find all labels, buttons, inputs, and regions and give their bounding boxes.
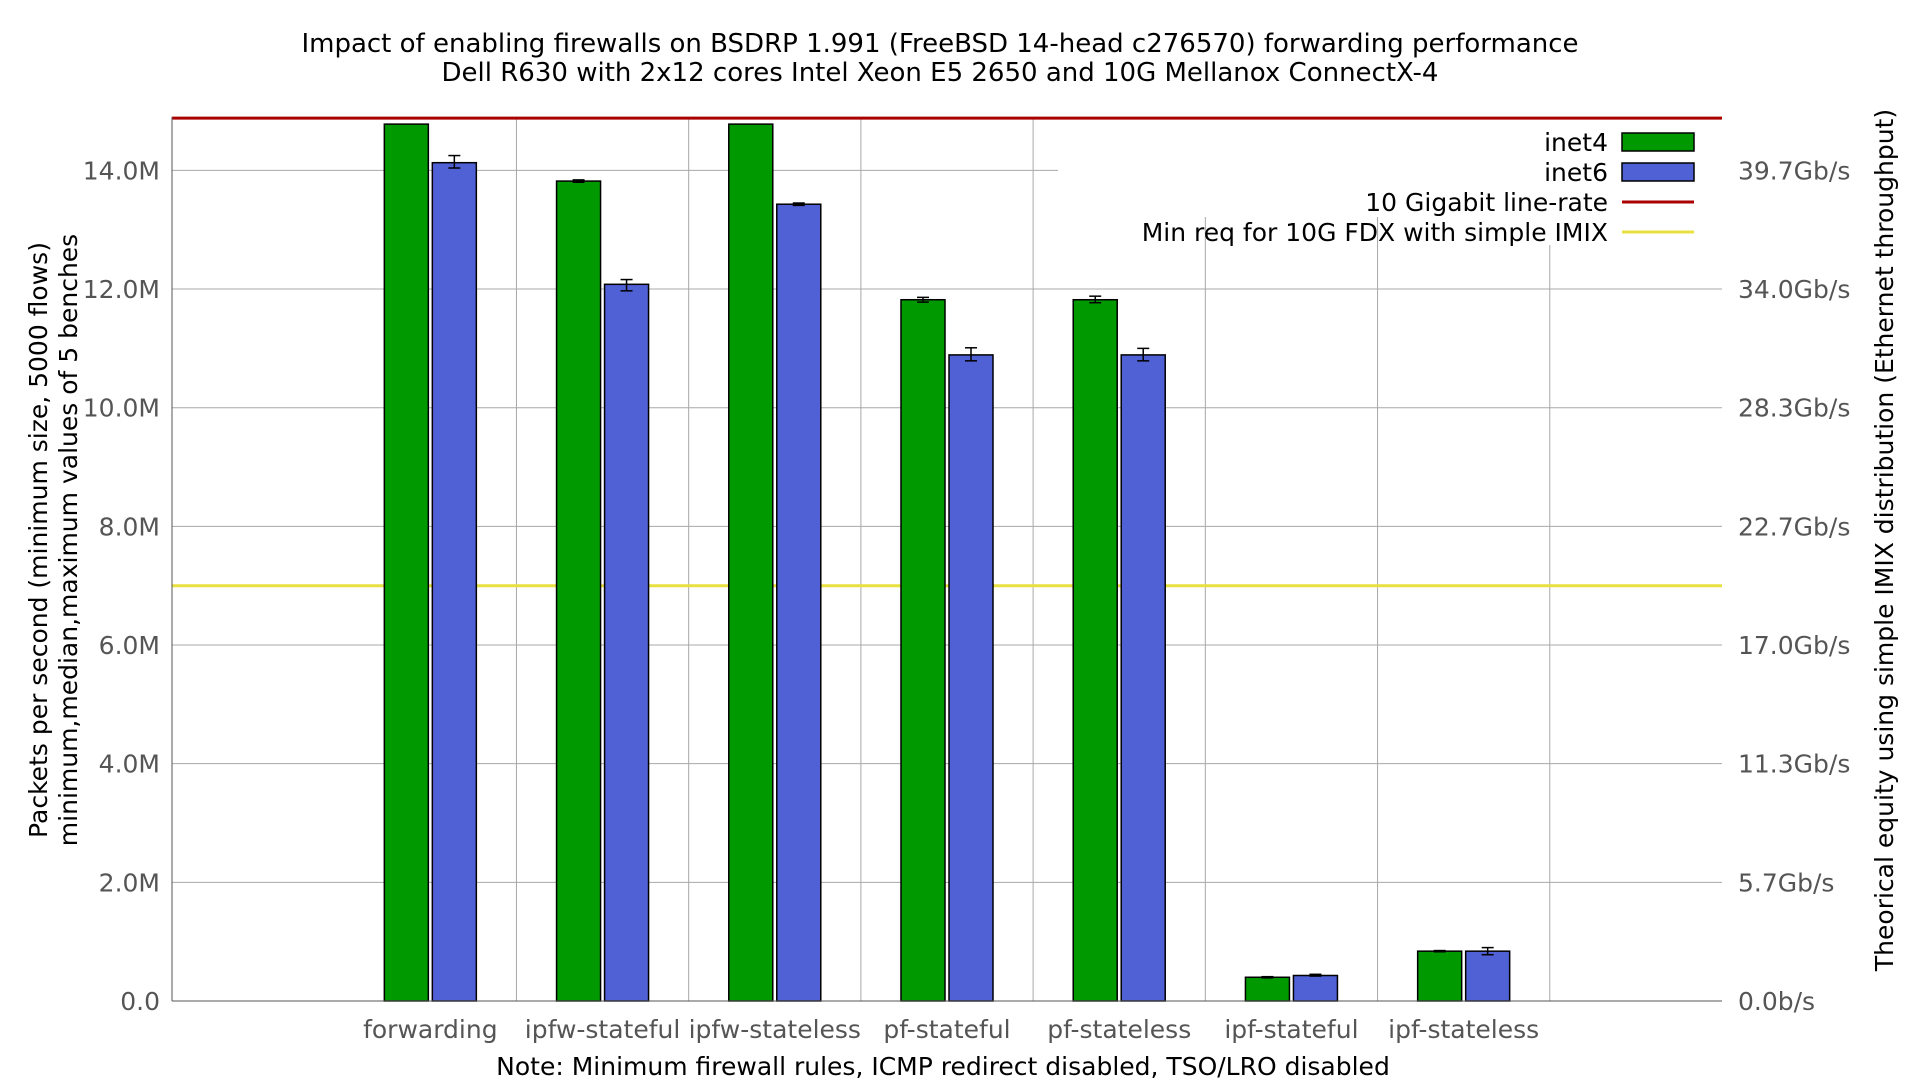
bar [383, 123, 430, 1002]
bar [1464, 950, 1511, 1002]
x-tick-label: ipfw-stateful [525, 1015, 681, 1044]
legend-label: 10 Gigabit line-rate [1365, 188, 1608, 217]
bar [1244, 976, 1291, 1002]
y-tick-label: 10.0M [83, 394, 160, 423]
legend-label: inet6 [1544, 158, 1608, 187]
bar [1072, 298, 1118, 1002]
bar [1292, 974, 1339, 1002]
y2-tick-label: 5.7Gb/s [1738, 868, 1834, 897]
x-tick-label: ipf-stateful [1224, 1015, 1358, 1044]
bar [776, 203, 822, 1002]
y-tick-label: 8.0M [99, 512, 160, 541]
y-tick-label: 2.0M [99, 868, 160, 897]
bar [948, 354, 994, 1002]
bar [603, 283, 650, 1002]
x-tick-label: ipf-stateless [1388, 1015, 1539, 1044]
x-tick-label: forwarding [363, 1015, 498, 1044]
y2-tick-label: 28.3Gb/s [1738, 394, 1850, 423]
y-tick-label: 14.0M [83, 156, 160, 185]
y2-tick-label: 17.0Gb/s [1738, 631, 1850, 660]
y2-tick-label: 39.7Gb/s [1738, 156, 1850, 185]
bar [555, 180, 602, 1002]
bar [431, 161, 478, 1002]
x-axis-note: Note: Minimum firewall rules, ICMP redir… [496, 1052, 1390, 1080]
y2-tick-label: 22.7Gb/s [1738, 512, 1850, 541]
x-tick-label: pf-stateless [1047, 1015, 1191, 1044]
axes: 0.0 2.0M 4.0M 6.0M 8.0M 10.0M 12.0M 14.0M 0.0b/s… [83, 117, 1850, 1044]
y-tick-label: 4.0M [99, 750, 160, 779]
y-axis-label: Packets per second (minimum size, 5000 f… [24, 242, 53, 838]
y2-tick-label: 0.0b/s [1738, 987, 1815, 1016]
y-tick-label: 12.0M [83, 275, 160, 304]
y2-axis-label: Theorical equity using simple IMIX distr… [1870, 109, 1899, 972]
bar [900, 298, 946, 1002]
y-axis-label-secondary: minimum,median,maximum values of 5 bench… [54, 234, 83, 846]
error-bars [448, 154, 1494, 979]
y-tick-label: 0.0 [120, 987, 160, 1016]
grid-lines [172, 117, 1722, 1001]
y2-tick-label: 11.3Gb/s [1738, 750, 1850, 779]
x-tick-label: pf-stateful [883, 1015, 1010, 1044]
bar [1120, 354, 1166, 1002]
legend-swatch [1621, 132, 1695, 152]
legend-swatch [1621, 162, 1695, 182]
legend-label: Min req for 10G FDX with simple IMIX [1142, 218, 1608, 247]
chart-subtitle: Dell R630 with 2x12 cores Intel Xeon E5 … [442, 58, 1439, 88]
legend-label: inet4 [1544, 128, 1608, 157]
bar [728, 123, 774, 1002]
bars [383, 123, 1511, 1002]
reference-lines [172, 116, 1722, 588]
y-tick-label: 6.0M [99, 631, 160, 660]
chart-title: Impact of enabling firewalls on BSDRP 1.… [301, 29, 1578, 59]
x-tick-label: ipfw-stateless [689, 1015, 861, 1044]
y2-tick-label: 34.0Gb/s [1738, 275, 1850, 304]
bar [1416, 950, 1463, 1002]
